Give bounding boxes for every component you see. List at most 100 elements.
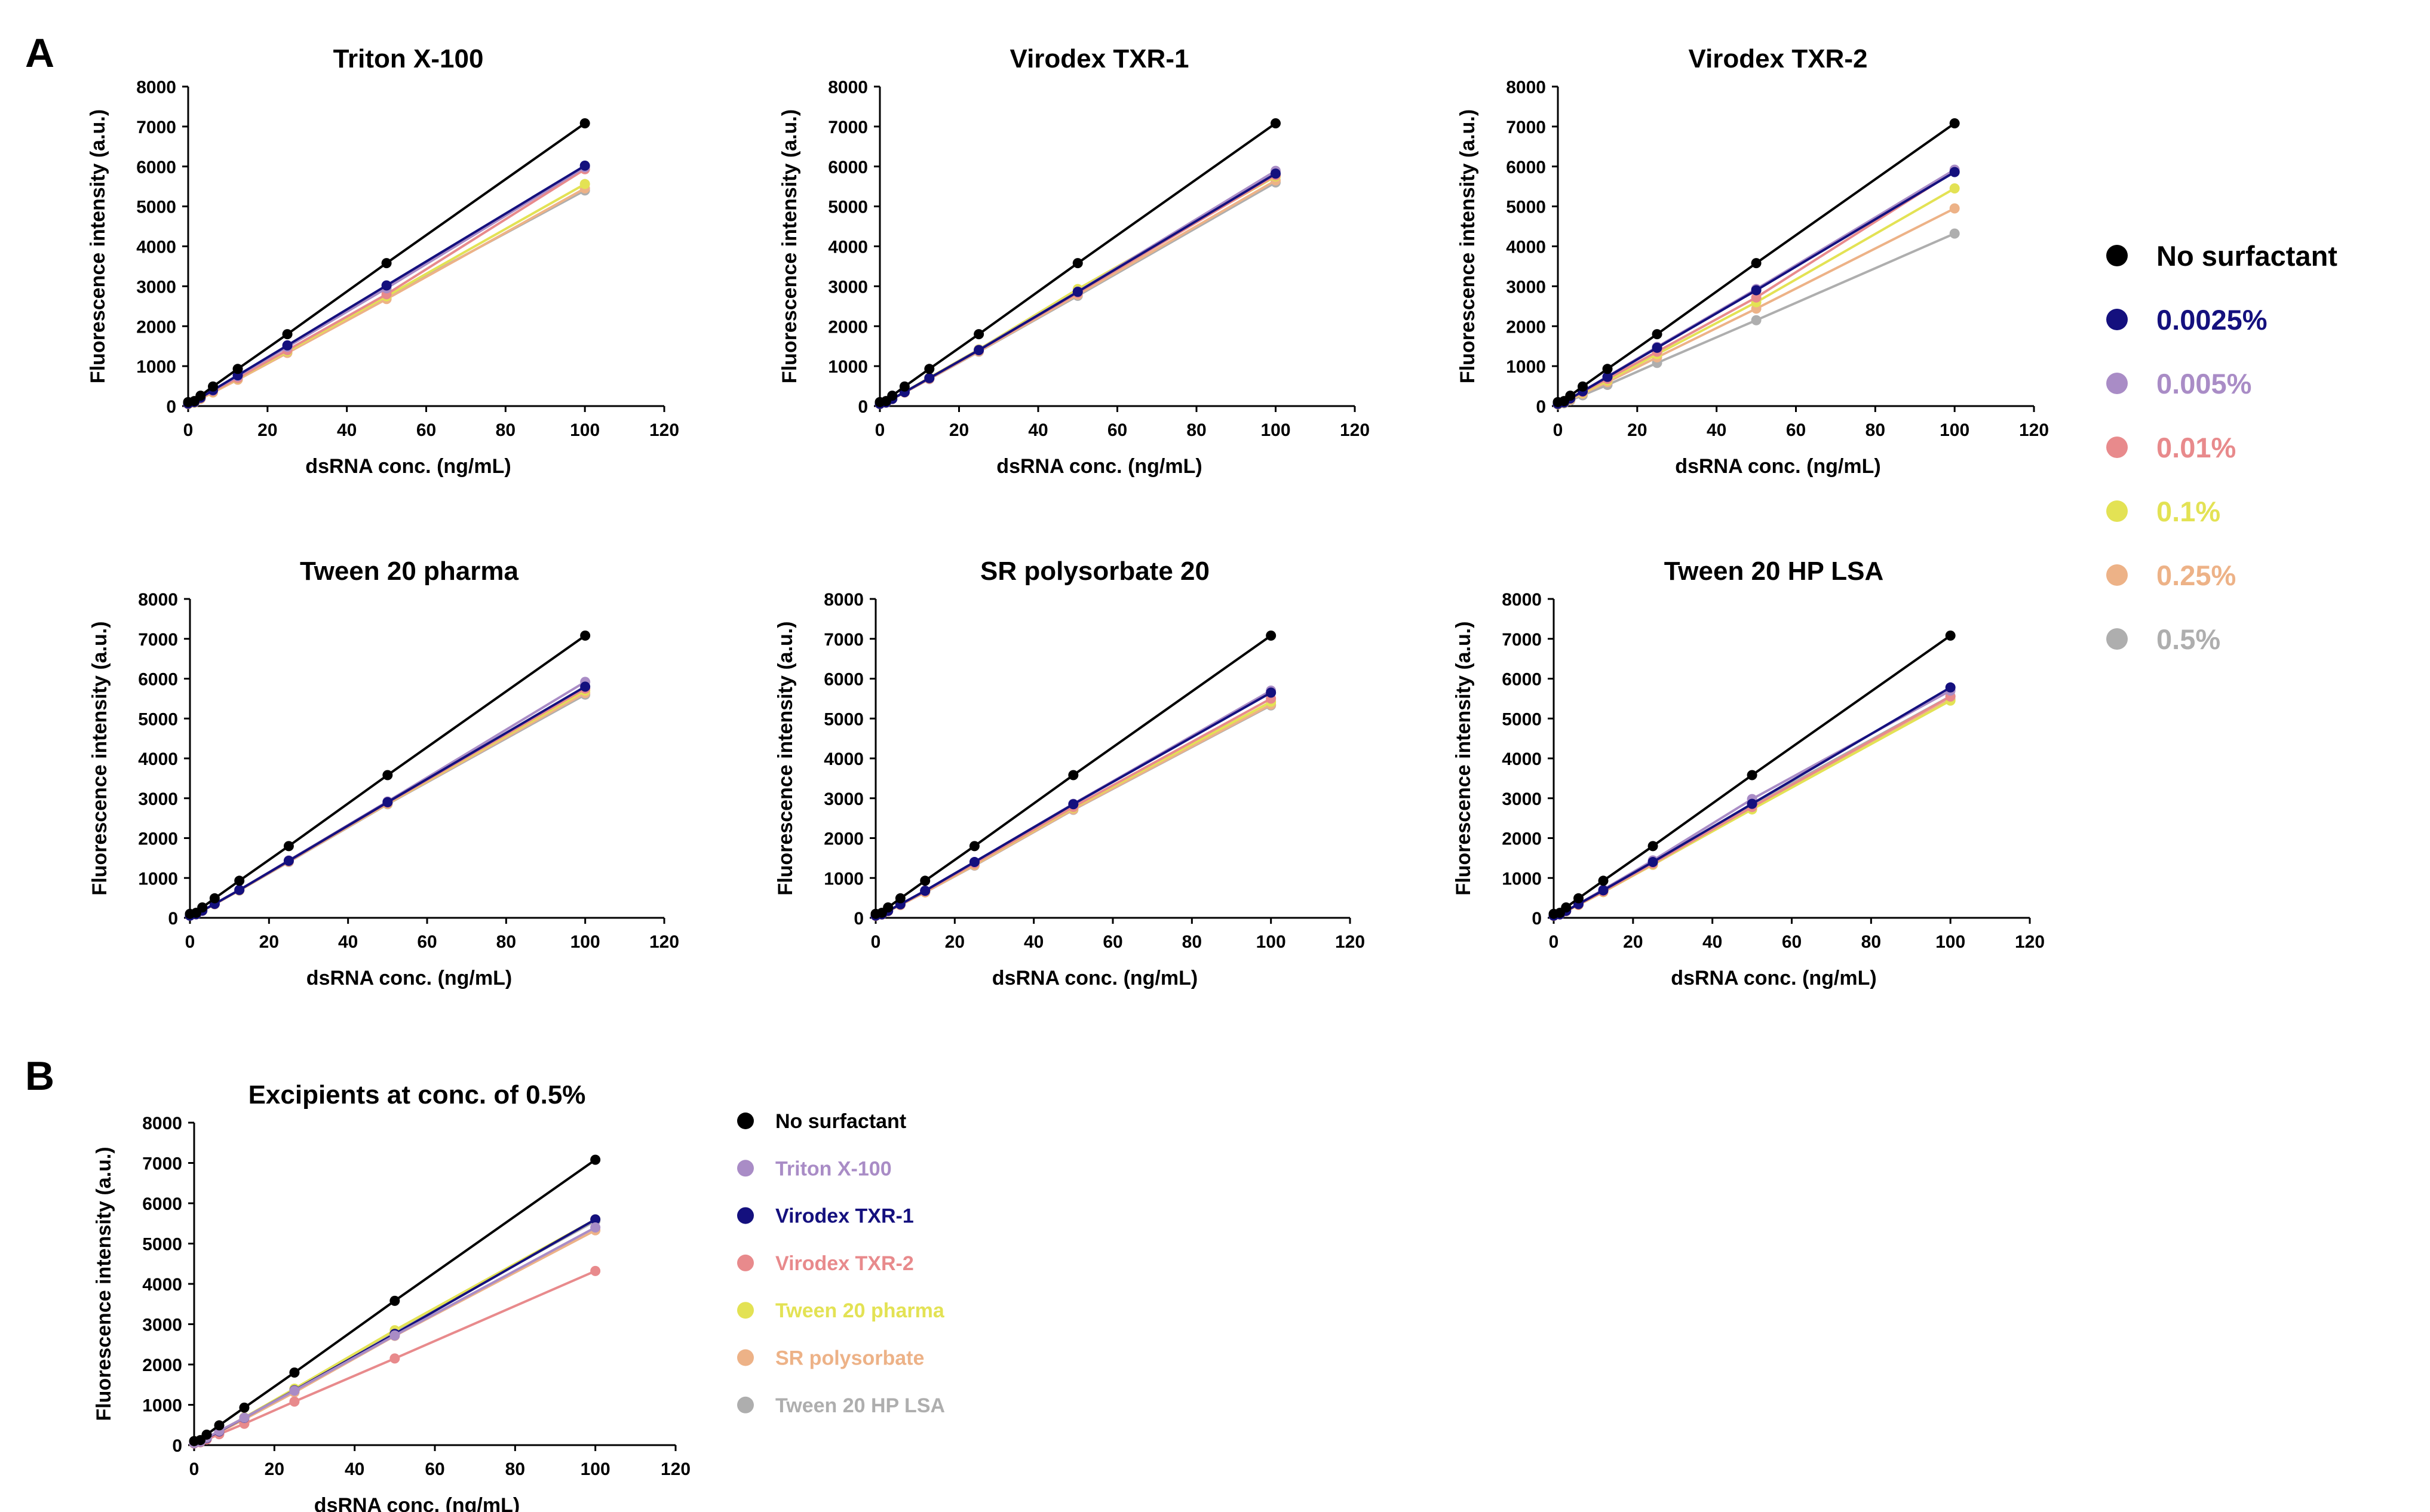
series-virodex-txr-2 (189, 1265, 601, 1449)
y-tick-label: 1000 (138, 869, 178, 889)
data-point (282, 340, 293, 351)
data-point (1602, 371, 1613, 382)
legend-panel-a: No surfactant 0.0025% 0.005% 0.01% 0.1% 0.25%… (2106, 240, 2337, 655)
y-tick-label: 7000 (828, 118, 868, 137)
data-point (197, 902, 208, 913)
legend-b-item: Triton X-100 (737, 1157, 892, 1180)
series-0-0025 (185, 681, 591, 921)
chart-title: Tween 20 HP LSA (1664, 557, 1884, 586)
x-tick-label: 40 (1707, 420, 1726, 440)
x-tick-label: 100 (1256, 932, 1286, 952)
data-point (1747, 770, 1757, 780)
y-tick-label: 4000 (136, 238, 176, 257)
y-tick-label: 3000 (1506, 277, 1546, 297)
x-tick-label: 60 (416, 420, 436, 440)
y-tick-label: 4000 (1502, 749, 1542, 769)
x-axis-label: dsRNA conc. (ng/mL) (306, 967, 512, 989)
y-tick-label: 6000 (138, 670, 178, 690)
data-point (1747, 798, 1757, 809)
legend-a-item: No surfactant (2106, 240, 2337, 272)
chart-1: Triton X-1000100020003000400050006000700… (87, 44, 679, 478)
chart-2: Virodex TXR-1010002000300040005000600070… (778, 44, 1370, 478)
x-tick-label: 60 (1782, 932, 1802, 952)
data-point (1949, 118, 1960, 129)
x-tick-label: 100 (1940, 420, 1969, 440)
data-point (1652, 342, 1662, 353)
data-point (580, 681, 591, 692)
y-tick-label: 2000 (1506, 317, 1546, 337)
data-point (1647, 857, 1658, 868)
x-tick-label: 40 (345, 1459, 364, 1479)
legend-b-label: Tween 20 HP LSA (775, 1394, 945, 1417)
x-tick-label: 0 (185, 932, 195, 952)
legend-a-marker (2106, 309, 2128, 330)
chart-title: SR polysorbate 20 (980, 557, 1210, 586)
data-point (590, 1154, 601, 1165)
data-point (924, 373, 935, 383)
x-axis-label: dsRNA conc. (ng/mL) (1675, 455, 1880, 478)
y-axis-label: Fluorescence intensity (a.u.) (1456, 109, 1479, 383)
x-tick-label: 20 (257, 420, 277, 440)
y-tick-label: 5000 (136, 198, 176, 217)
x-tick-label: 120 (2019, 420, 2049, 440)
x-tick-label: 100 (570, 932, 600, 952)
data-point (289, 1367, 300, 1378)
x-tick-label: 100 (581, 1459, 610, 1479)
x-tick-label: 80 (496, 420, 516, 440)
y-tick-label: 2000 (142, 1356, 182, 1375)
data-point (580, 630, 591, 641)
x-tick-label: 120 (1335, 932, 1365, 952)
data-point (1068, 799, 1079, 810)
data-point (895, 893, 906, 903)
x-tick-label: 0 (875, 420, 885, 440)
y-tick-label: 1000 (1502, 869, 1542, 889)
legend-a-marker (2106, 628, 2128, 650)
y-tick-label: 8000 (142, 1114, 182, 1133)
data-point (969, 841, 980, 852)
series-no-surfactant (185, 630, 591, 919)
chart-title: Virodex TXR-1 (1010, 44, 1189, 73)
data-point (195, 391, 206, 401)
y-tick-label: 5000 (1506, 198, 1546, 217)
legend-a-label: 0.5% (2156, 623, 2220, 655)
data-point (590, 1265, 601, 1276)
data-point (1949, 203, 1960, 214)
x-tick-label: 120 (649, 420, 679, 440)
panel-letter-b: B (25, 1053, 54, 1099)
legend-b-marker (737, 1302, 754, 1319)
y-tick-label: 4000 (828, 238, 868, 257)
series-no-surfactant (1548, 630, 1956, 919)
y-axis-label: Fluorescence intensity (a.u.) (1452, 621, 1475, 895)
data-point (382, 797, 393, 807)
y-tick-label: 4000 (142, 1275, 182, 1295)
y-tick-label: 7000 (136, 118, 176, 137)
chart-title: Excipients at conc. of 0.5% (248, 1080, 586, 1110)
chart-6: Tween 20 HP LSA0100020003000400050006000… (1452, 557, 2045, 989)
x-tick-label: 0 (1553, 420, 1563, 440)
data-point (239, 1402, 250, 1413)
data-point (1072, 258, 1083, 269)
x-tick-label: 20 (265, 1459, 284, 1479)
panel-letter-a: A (25, 30, 54, 76)
y-tick-label: 7000 (138, 630, 178, 650)
y-tick-label: 1000 (824, 869, 864, 889)
x-tick-label: 80 (496, 932, 516, 952)
y-axis-label: Fluorescence intensity (a.u.) (778, 109, 801, 383)
data-point (974, 345, 984, 355)
x-tick-label: 40 (1024, 932, 1044, 952)
data-point (1072, 287, 1083, 297)
y-tick-label: 7000 (1506, 118, 1546, 137)
legend-b-marker (737, 1113, 754, 1129)
data-point (1271, 168, 1281, 179)
x-tick-label: 20 (1627, 420, 1647, 440)
data-point (1751, 258, 1762, 269)
data-point (234, 884, 245, 895)
data-point (1561, 902, 1572, 913)
y-tick-label: 3000 (824, 789, 864, 809)
data-point (1578, 381, 1588, 392)
y-tick-label: 3000 (1502, 789, 1542, 809)
x-tick-label: 80 (505, 1459, 525, 1479)
x-tick-label: 80 (1186, 420, 1206, 440)
x-tick-label: 20 (259, 932, 279, 952)
data-point (883, 902, 894, 913)
